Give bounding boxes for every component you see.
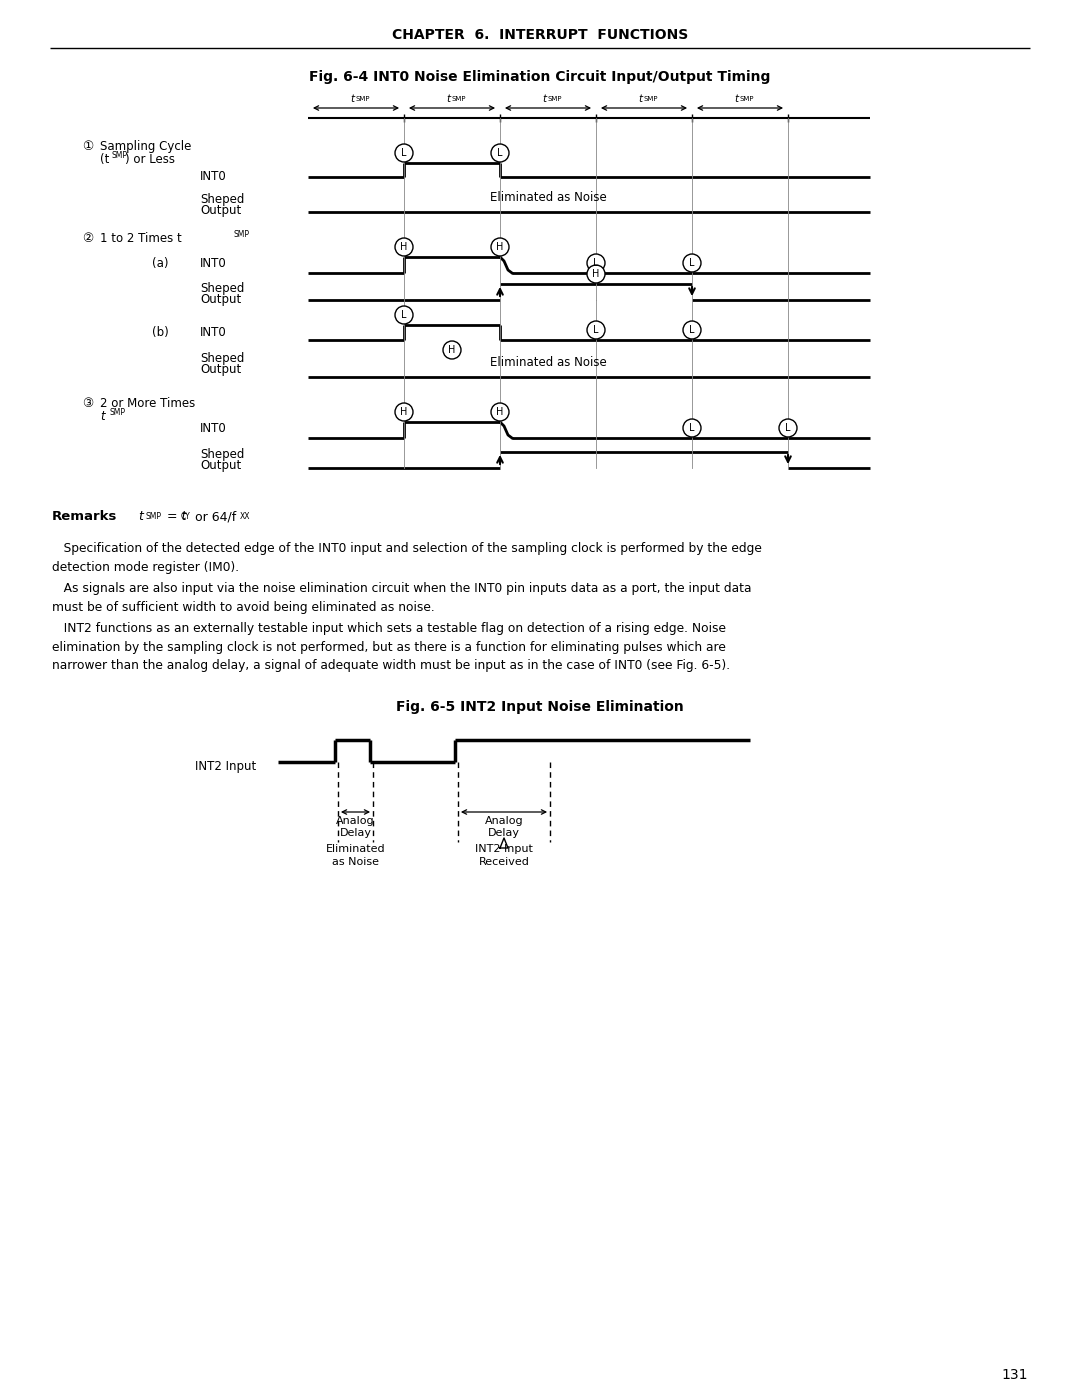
Circle shape <box>395 237 413 256</box>
Text: INT2 functions as an externally testable input which sets a testable flag on det: INT2 functions as an externally testable… <box>52 622 730 672</box>
Text: Delay: Delay <box>488 828 519 838</box>
Text: Output: Output <box>200 204 241 217</box>
Circle shape <box>779 419 797 437</box>
Circle shape <box>491 144 509 162</box>
Text: as Noise: as Noise <box>332 856 379 868</box>
Text: Eliminated as Noise: Eliminated as Noise <box>489 356 606 369</box>
Text: H: H <box>592 270 599 279</box>
Text: H: H <box>401 407 407 416</box>
Text: L: L <box>689 258 694 268</box>
Text: (a): (a) <box>152 257 168 270</box>
Text: CHAPTER  6.  INTERRUPT  FUNCTIONS: CHAPTER 6. INTERRUPT FUNCTIONS <box>392 28 688 42</box>
Circle shape <box>491 237 509 256</box>
Text: Eliminated as Noise: Eliminated as Noise <box>489 191 606 204</box>
Text: Fig. 6-4 INT0 Noise Elimination Circuit Input/Output Timing: Fig. 6-4 INT0 Noise Elimination Circuit … <box>309 70 771 84</box>
Text: 131: 131 <box>1001 1368 1028 1382</box>
Text: Received: Received <box>478 856 529 868</box>
Circle shape <box>443 341 461 359</box>
Text: L: L <box>785 423 791 433</box>
Text: H: H <box>448 345 456 355</box>
Text: CY: CY <box>181 511 191 521</box>
Text: (b): (b) <box>152 326 168 339</box>
Text: or 64/f: or 64/f <box>191 510 237 522</box>
Text: L: L <box>402 310 407 320</box>
Circle shape <box>588 265 605 284</box>
Text: SMP: SMP <box>145 511 161 521</box>
Text: INT0: INT0 <box>200 257 227 270</box>
Text: SMP: SMP <box>453 96 467 102</box>
Text: INT2 Input: INT2 Input <box>195 760 256 773</box>
Text: INT2 Input: INT2 Input <box>475 844 532 854</box>
Text: Remarks: Remarks <box>52 510 118 522</box>
Text: XX: XX <box>240 511 251 521</box>
Circle shape <box>683 254 701 272</box>
Text: t: t <box>446 94 450 103</box>
Text: SMP: SMP <box>109 408 125 416</box>
Text: SMP: SMP <box>233 231 249 239</box>
Circle shape <box>395 402 413 420</box>
Text: Sampling Cycle: Sampling Cycle <box>100 140 191 154</box>
Text: Eliminated: Eliminated <box>326 844 386 854</box>
Text: = t: = t <box>163 510 187 522</box>
Text: t: t <box>638 94 642 103</box>
Text: L: L <box>689 326 694 335</box>
Text: t: t <box>100 409 105 423</box>
Text: H: H <box>497 407 503 416</box>
Text: ) or Less: ) or Less <box>125 154 175 166</box>
Circle shape <box>683 419 701 437</box>
Circle shape <box>588 321 605 339</box>
Text: L: L <box>402 148 407 158</box>
Text: L: L <box>689 423 694 433</box>
Text: 2 or More Times: 2 or More Times <box>100 397 195 409</box>
Text: Specification of the detected edge of the INT0 input and selection of the sampli: Specification of the detected edge of th… <box>52 542 761 574</box>
Circle shape <box>395 306 413 324</box>
Text: ③: ③ <box>82 397 93 409</box>
Text: ①: ① <box>82 140 93 154</box>
Text: SMP: SMP <box>548 96 563 102</box>
Text: Output: Output <box>200 363 241 376</box>
Text: ②: ② <box>82 232 93 244</box>
Circle shape <box>491 402 509 420</box>
Text: Sheped: Sheped <box>200 193 244 205</box>
Text: SMP: SMP <box>644 96 659 102</box>
Text: t: t <box>542 94 546 103</box>
Text: H: H <box>497 242 503 251</box>
Text: t: t <box>734 94 738 103</box>
Text: Sheped: Sheped <box>200 282 244 295</box>
Text: Output: Output <box>200 293 241 306</box>
Text: H: H <box>401 242 407 251</box>
Text: INT0: INT0 <box>200 326 227 339</box>
Text: t: t <box>350 94 354 103</box>
Text: SMP: SMP <box>111 151 127 161</box>
Circle shape <box>395 144 413 162</box>
Circle shape <box>683 321 701 339</box>
Text: (t: (t <box>100 154 109 166</box>
Text: SMP: SMP <box>356 96 370 102</box>
Text: L: L <box>593 258 598 268</box>
Text: Sheped: Sheped <box>200 352 244 365</box>
Text: INT0: INT0 <box>200 422 227 434</box>
Text: Sheped: Sheped <box>200 448 244 461</box>
Circle shape <box>588 254 605 272</box>
Text: SMP: SMP <box>740 96 755 102</box>
Text: 1 to 2 Times t: 1 to 2 Times t <box>100 232 181 244</box>
Text: INT0: INT0 <box>200 170 227 183</box>
Text: Output: Output <box>200 460 241 472</box>
Text: t: t <box>138 510 143 522</box>
Text: L: L <box>497 148 503 158</box>
Text: Delay: Delay <box>339 828 372 838</box>
Text: Fig. 6-5 INT2 Input Noise Elimination: Fig. 6-5 INT2 Input Noise Elimination <box>396 700 684 714</box>
Text: L: L <box>593 326 598 335</box>
Text: Analog: Analog <box>336 816 375 826</box>
Text: Analog: Analog <box>485 816 524 826</box>
Text: As signals are also input via the noise elimination circuit when the INT0 pin in: As signals are also input via the noise … <box>52 583 752 613</box>
